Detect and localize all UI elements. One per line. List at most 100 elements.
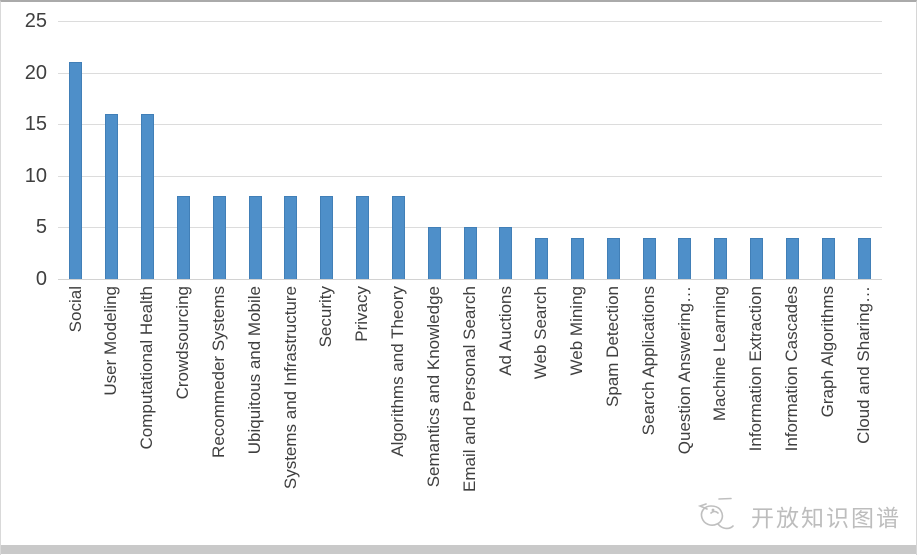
bar-slot	[94, 21, 130, 279]
bar-slot	[416, 21, 452, 279]
bar-information-extraction	[750, 238, 764, 279]
gridline	[58, 176, 882, 177]
bar-security	[320, 196, 334, 279]
bar-semantics-and-knowledge	[427, 227, 441, 279]
bar-social	[69, 62, 83, 279]
x-slot: User Modeling	[94, 286, 130, 548]
bar-slot	[165, 21, 201, 279]
y-tick-label: 5	[35, 216, 47, 238]
x-tick-label: Social	[65, 286, 85, 333]
x-axis-baseline	[58, 279, 882, 280]
bar-slot	[452, 21, 488, 279]
y-tick-label: 15	[24, 113, 47, 135]
bar-spam-detection	[606, 238, 620, 279]
bar-information-cascades	[785, 238, 799, 279]
x-tick-label: Cloud and Sharing…	[853, 286, 873, 444]
x-slot: Ubiquitous and Mobile	[237, 286, 273, 548]
x-tick-label: Machine Learning	[710, 286, 730, 422]
y-tick-label: 25	[24, 10, 47, 32]
x-slot: Crowdsourcing	[165, 286, 201, 548]
bar-slot	[667, 21, 703, 279]
y-tick-label: 10	[24, 165, 47, 187]
bar-slot	[810, 21, 846, 279]
gridline	[58, 124, 882, 125]
bar-machine-learning	[714, 238, 728, 279]
x-slot: Spam Detection	[595, 286, 631, 548]
x-slot: Security	[309, 286, 345, 548]
x-slot: Web Search	[524, 286, 560, 548]
gridline	[58, 21, 882, 22]
x-tick-label: Recommeder Systems	[208, 286, 228, 458]
y-tick-label: 20	[24, 62, 47, 84]
x-tick-label: Security	[316, 286, 336, 348]
x-tick-label: Web Search	[531, 286, 551, 380]
bar-privacy	[356, 196, 370, 279]
x-slot: Computational Health	[130, 286, 166, 548]
x-slot: Privacy	[345, 286, 381, 548]
x-tick-label: Computational Health	[137, 286, 157, 450]
x-slot: Ad Auctions	[488, 286, 524, 548]
bar-ubiquitous-and-mobile	[248, 196, 262, 279]
x-tick-label: Semantics and Knowledge	[423, 286, 443, 488]
bar-slot	[201, 21, 237, 279]
y-axis: 0 5 10 15 20 25	[1, 10, 47, 290]
bar-slot	[309, 21, 345, 279]
x-slot: Search Applications	[631, 286, 667, 548]
bar-slot	[560, 21, 596, 279]
x-slot: Social	[58, 286, 94, 548]
x-tick-label: User Modeling	[101, 286, 121, 396]
x-tick-label: Ad Auctions	[495, 286, 515, 376]
bar-crowdsourcing	[176, 196, 190, 279]
bar-ad-auctions	[499, 227, 513, 279]
x-tick-label: Graph Algorithms	[817, 286, 837, 418]
x-tick-label: Web Mining	[567, 286, 587, 376]
x-slot: Web Mining	[560, 286, 596, 548]
bar-slot	[58, 21, 94, 279]
x-slot: Email and Personal Search	[452, 286, 488, 548]
bar-graph-algorithms	[821, 238, 835, 279]
bar-slot	[488, 21, 524, 279]
bar-slot	[631, 21, 667, 279]
x-tick-label: Systems and Infrastructure	[280, 286, 300, 490]
bar-cloud-and-sharing	[857, 238, 871, 279]
plot-area	[58, 21, 882, 280]
bar-search-applications	[642, 238, 656, 279]
x-slot: Semantics and Knowledge	[416, 286, 452, 548]
bar-slot	[345, 21, 381, 279]
bar-systems-and-infrastructure	[284, 196, 298, 279]
y-tick-label: 0	[35, 268, 47, 290]
bars-layer	[58, 21, 882, 279]
bar-slot	[846, 21, 882, 279]
x-tick-label: Spam Detection	[602, 286, 622, 407]
bar-slot	[595, 21, 631, 279]
x-tick-label: Crowdsourcing	[173, 286, 193, 400]
watermark-bird-doodle-icon	[698, 497, 734, 530]
bar-web-mining	[571, 238, 584, 279]
bar-slot	[380, 21, 416, 279]
bar-computational-health	[141, 114, 155, 279]
x-tick-label: Algorithms and Theory	[388, 286, 408, 457]
bar-slot	[524, 21, 560, 279]
bar-email-and-personal-search	[463, 227, 477, 279]
x-tick-label: Search Applications	[638, 286, 658, 436]
x-slot: Algorithms and Theory	[380, 286, 416, 548]
bar-question-answering	[678, 238, 692, 279]
bar-user-modeling	[105, 114, 119, 279]
watermark-text: 开放知识图谱	[751, 505, 901, 531]
bar-recommeder-systems	[212, 196, 226, 279]
x-tick-label: Privacy	[352, 286, 372, 342]
x-slot: Systems and Infrastructure	[273, 286, 309, 548]
x-tick-label: Ubiquitous and Mobile	[244, 286, 264, 455]
gridline	[58, 73, 882, 74]
bar-slot	[775, 21, 811, 279]
bar-slot	[739, 21, 775, 279]
x-tick-label: Information Extraction	[746, 286, 766, 452]
bar-slot	[130, 21, 166, 279]
x-tick-label: Question Answering…	[674, 286, 694, 455]
bar-slot	[703, 21, 739, 279]
x-tick-label: Email and Personal Search	[459, 286, 479, 493]
x-slot: Recommeder Systems	[201, 286, 237, 548]
bar-slot	[237, 21, 273, 279]
bar-web-search	[535, 238, 549, 279]
